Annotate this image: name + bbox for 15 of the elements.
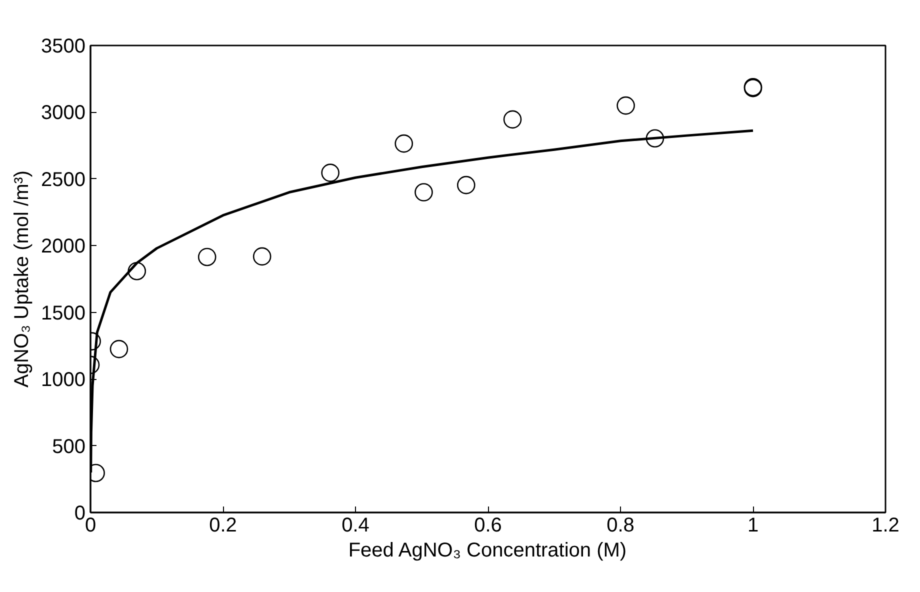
y-tick-label: 1000	[41, 369, 86, 392]
y-axis-title: AgNO₃ Uptake (mol /m³)	[11, 170, 34, 388]
x-tick-label: 1	[747, 514, 759, 536]
y-tick-label: 3000	[41, 102, 86, 124]
y-tick-label: 2000	[41, 236, 86, 258]
x-tick-label: 0.8	[606, 514, 634, 536]
y-tick-label: 3500	[41, 36, 86, 58]
x-tick-label: 1.2	[872, 514, 900, 536]
x-tick-label: 0.6	[474, 514, 502, 536]
y-tick-label: 500	[52, 436, 86, 458]
y-tick-label: 2500	[41, 168, 86, 191]
x-tick-label: 0.4	[342, 514, 370, 536]
x-tick-label: 0.2	[209, 514, 237, 536]
x-axis-title: Feed AgNO₃ Concentration (M)	[348, 540, 627, 562]
y-tick-label: 1500	[41, 302, 86, 324]
